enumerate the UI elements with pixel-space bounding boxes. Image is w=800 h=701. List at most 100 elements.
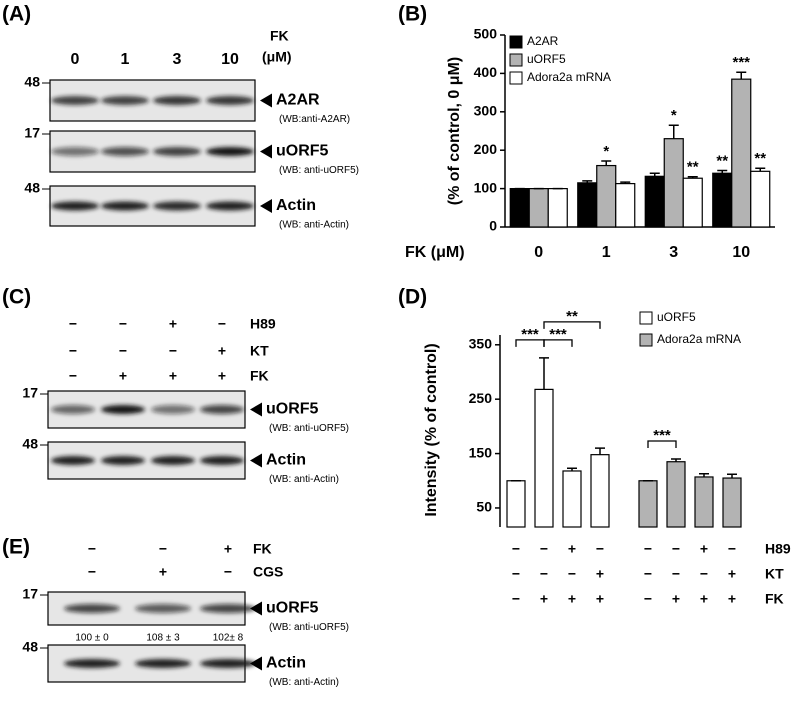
arrowhead <box>250 453 262 468</box>
bar <box>666 461 686 528</box>
legend-swatch <box>639 333 653 347</box>
treatment-sign: + <box>540 591 548 607</box>
mw-label: 48 <box>24 74 40 90</box>
mw-label: 17 <box>22 385 38 401</box>
significance: *** <box>549 326 567 343</box>
band <box>64 659 120 668</box>
significance: *** <box>732 54 750 71</box>
bar <box>722 477 742 528</box>
lane-label: 10 <box>221 51 239 68</box>
band <box>64 604 120 613</box>
y-tick-label: 0 <box>489 218 497 234</box>
bar <box>528 188 549 228</box>
antibody-label: (WB: anti-uORF5) <box>269 622 349 633</box>
error-bar <box>601 160 612 166</box>
arrowhead <box>260 93 272 108</box>
lane-label: 0 <box>71 51 80 68</box>
treatment-sign: + <box>700 541 708 557</box>
treatment-sign: − <box>169 343 177 359</box>
band <box>153 96 201 105</box>
legend-swatch <box>509 35 523 49</box>
legend-label: uORF5 <box>527 52 566 66</box>
target-label: Actin <box>266 452 306 469</box>
error-bar <box>687 175 698 179</box>
arrowhead <box>260 144 272 159</box>
significance: * <box>603 143 609 160</box>
error-bar <box>668 124 679 139</box>
y-tick-label: 400 <box>474 64 498 80</box>
treatment-sign: + <box>218 368 226 384</box>
legend-label: Adora2a mRNA <box>657 332 741 346</box>
target-label: uORF5 <box>266 401 319 418</box>
error-bar <box>727 473 737 479</box>
treatment-name: KT <box>765 566 784 582</box>
treatment-sign: − <box>69 343 77 359</box>
treatment-sign: + <box>169 316 177 332</box>
treatment-sign: + <box>596 566 604 582</box>
band <box>200 604 256 613</box>
treatment-name: KT <box>250 343 269 359</box>
error-bar <box>736 71 747 80</box>
band <box>101 201 149 211</box>
band <box>101 456 145 465</box>
treatment-sign: − <box>159 541 167 557</box>
treatment-label: FK <box>270 28 289 44</box>
significance: *** <box>653 427 671 444</box>
panel-label: (B) <box>398 3 427 26</box>
treatment-name: FK <box>765 591 784 607</box>
bar <box>644 175 665 228</box>
arrowhead <box>250 402 262 417</box>
quantification: 100 ± 0 <box>75 633 109 644</box>
band <box>200 456 244 465</box>
target-label: Actin <box>276 197 316 214</box>
band <box>51 405 95 414</box>
band <box>51 96 99 105</box>
treatment-name: FK <box>253 541 272 557</box>
legend-label: A2AR <box>527 34 559 48</box>
treatment-sign: + <box>568 541 576 557</box>
treatment-sign: − <box>728 541 736 557</box>
significance: ** <box>687 159 699 176</box>
mw-label: 48 <box>22 639 38 655</box>
mw-label: 17 <box>24 125 40 141</box>
treatment-sign: − <box>672 541 680 557</box>
legend-swatch <box>509 71 523 85</box>
lane-label: 1 <box>121 51 130 68</box>
treatment-sign: + <box>728 591 736 607</box>
bar <box>663 138 684 228</box>
antibody-label: (WB: anti-Actin) <box>269 677 339 688</box>
panel-label: (A) <box>2 3 31 26</box>
band <box>51 201 99 211</box>
band <box>101 147 149 156</box>
significance-bracket <box>543 339 573 347</box>
significance-bracket <box>647 440 677 449</box>
bar <box>590 454 610 528</box>
mw-label: 48 <box>24 180 40 196</box>
arrowhead <box>250 601 262 616</box>
treatment-sign: + <box>159 564 167 580</box>
y-tick-label: 500 <box>474 26 498 42</box>
panel-label: (E) <box>2 536 30 559</box>
treatment-sign: − <box>88 541 96 557</box>
bar <box>682 177 703 228</box>
treatment-sign: + <box>568 591 576 607</box>
x-tick-label: 0 <box>534 244 543 261</box>
band <box>135 659 191 668</box>
treatment-sign: − <box>540 566 548 582</box>
error-bar <box>539 357 549 390</box>
treatment-sign: − <box>88 564 96 580</box>
significance: * <box>671 107 677 124</box>
treatment-sign: + <box>169 368 177 384</box>
error-bar <box>699 472 709 477</box>
x-tick-label: 3 <box>669 244 678 261</box>
treatment-sign: − <box>512 566 520 582</box>
mw-label: 48 <box>22 436 38 452</box>
significance: ** <box>566 308 578 325</box>
treatment-sign: − <box>512 541 520 557</box>
treatment-name: CGS <box>253 564 283 580</box>
y-tick-label: 100 <box>474 179 498 195</box>
treatment-sign: + <box>218 343 226 359</box>
x-axis-title: FK (μM) <box>405 244 465 261</box>
mw-label: 17 <box>22 586 38 602</box>
